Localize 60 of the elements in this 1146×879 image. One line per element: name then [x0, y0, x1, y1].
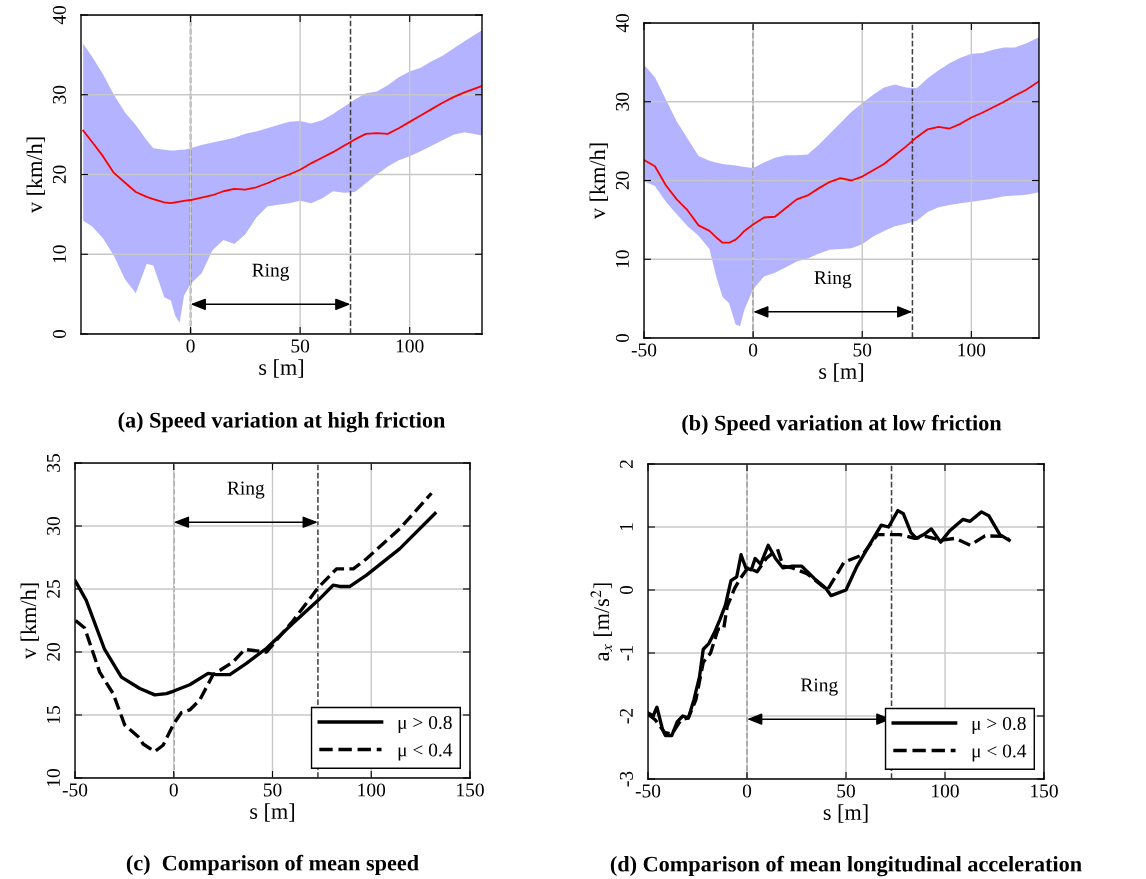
y-tick-label: 20 — [52, 165, 66, 184]
y-tick-label: 30 — [46, 517, 60, 535]
annotation: Ring — [252, 263, 290, 281]
y-tick-label: 0 — [52, 329, 66, 339]
x-tick-label: -50 — [62, 783, 88, 797]
y-tick-label: 30 — [615, 92, 629, 111]
y-tick-label: 10 — [52, 245, 66, 263]
x-tick-label: 100 — [932, 784, 959, 798]
x-tick-label: 50 — [263, 783, 282, 797]
line-series — [82, 85, 482, 205]
y-tick-label: 20 — [46, 643, 60, 661]
y-tick-label: 40 — [615, 14, 629, 33]
y-tick-label: 35 — [46, 454, 60, 472]
x-axis-title: s [m] — [259, 359, 303, 378]
text: (b) Speed variation at low friction — [682, 414, 1002, 436]
x-tick-label: 150 — [457, 783, 484, 797]
x-tick-label: 0 — [749, 343, 758, 357]
x-tick-label: -50 — [635, 784, 661, 798]
x-tick-label: 50 — [853, 343, 872, 357]
y-tick-label: 2 — [619, 460, 633, 469]
y-tick-label: 40 — [52, 6, 66, 25]
text: (d) Comparison of mean longitudinal acceleration — [610, 855, 1082, 877]
annotation: Ring — [814, 271, 852, 289]
y-axis-title: v [km/h] — [26, 137, 45, 214]
x-tick-label: -50 — [631, 343, 657, 357]
y-tick-label: 20 — [615, 171, 629, 190]
x-tick-label: 100 — [958, 343, 986, 357]
y-tick-label: 0 — [619, 585, 633, 595]
y-tick-label: 10 — [615, 250, 629, 268]
y-axis-title: a$_{x}$ [m/s$^{2}$] — [590, 583, 612, 661]
x-tick-label: 100 — [358, 783, 386, 797]
y-tick-label: -1 — [619, 646, 633, 661]
legend-label: μ < 0.4 — [972, 744, 1027, 762]
legend-label: μ < 0.4 — [398, 743, 453, 761]
y-tick-label: 15 — [46, 706, 60, 724]
annotation: Ring — [800, 678, 838, 696]
legend-label: μ > 0.8 — [398, 715, 452, 734]
x-tick-label: 150 — [1031, 784, 1058, 798]
text: (a) Speed variation at high friction — [118, 411, 446, 433]
x-tick-label: 50 — [837, 784, 855, 798]
legend-label: μ > 0.8 — [972, 716, 1026, 735]
line-series — [644, 80, 1039, 244]
x-tick-label: 100 — [396, 339, 424, 353]
y-tick-label: -2 — [619, 708, 633, 724]
x-tick-label: 0 — [742, 784, 752, 798]
x-axis-title: s [m] — [250, 803, 294, 822]
y-tick-label: 25 — [46, 580, 60, 598]
x-tick-label: 0 — [186, 339, 195, 353]
y-tick-label: 30 — [52, 85, 66, 104]
y-tick-label: 1 — [619, 523, 633, 531]
y-axis-title: v [km/h] — [589, 143, 608, 220]
y-axis-title: v [km/h] — [20, 583, 39, 660]
x-axis-title: s [m] — [819, 363, 863, 382]
text: (c) Comparison of mean speed — [126, 854, 419, 876]
x-tick-label: 0 — [169, 783, 178, 797]
annotation: Ring — [227, 481, 265, 499]
x-axis-title: s [m] — [823, 804, 868, 823]
y-tick-label: -3 — [619, 771, 633, 787]
x-tick-label: 50 — [291, 339, 310, 353]
y-tick-label: 10 — [46, 769, 60, 787]
